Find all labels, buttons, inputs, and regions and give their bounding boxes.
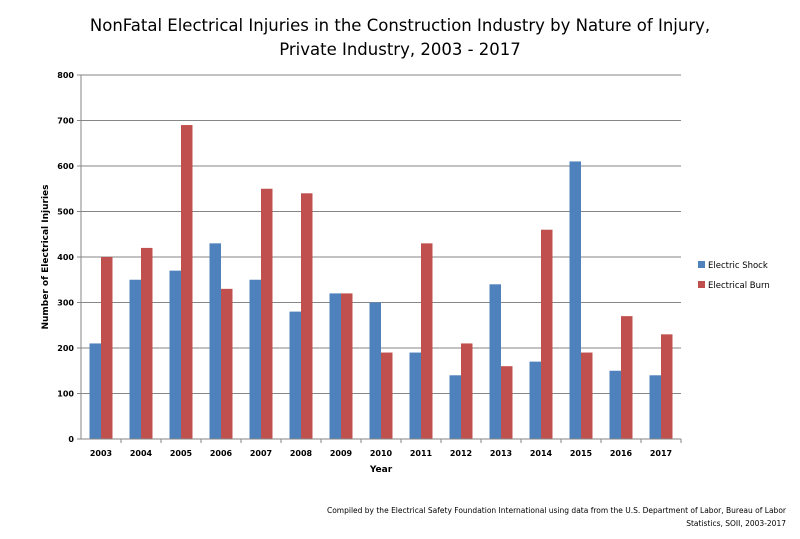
- bar-electric-shock: [649, 375, 661, 439]
- bar-electric-shock: [329, 293, 341, 439]
- bar-electrical-burn: [221, 288, 233, 439]
- x-tick-label: 2011: [410, 449, 433, 458]
- x-tick-label: 2015: [570, 449, 593, 458]
- x-tick-label: 2017: [650, 449, 672, 458]
- bar-electrical-burn: [261, 188, 273, 439]
- x-tick-label: 2004: [130, 449, 153, 458]
- source-note-line-2: Statistics, SOII, 2003-2017: [686, 519, 786, 528]
- bar-electrical-burn: [101, 257, 113, 439]
- bar-electrical-burn: [661, 334, 673, 439]
- bar-electric-shock: [609, 370, 621, 439]
- bar-electric-shock: [569, 161, 581, 439]
- x-tick-label: 2013: [490, 449, 512, 458]
- bar-electric-shock: [89, 343, 101, 439]
- bar-electrical-burn: [541, 229, 553, 439]
- y-tick-label: 200: [57, 344, 74, 353]
- bar-electrical-burn: [581, 352, 593, 439]
- bar-electric-shock: [289, 311, 301, 439]
- bar-electrical-burn: [621, 316, 633, 439]
- chart-title-line-2: Private Industry, 2003 - 2017: [279, 40, 521, 59]
- legend-label: Electrical Burn: [708, 281, 770, 291]
- bar-electric-shock: [249, 279, 261, 439]
- legend-swatch: [698, 261, 705, 268]
- bar-electrical-burn: [301, 193, 313, 439]
- y-tick-label: 400: [57, 253, 74, 262]
- y-tick-label: 500: [57, 208, 74, 217]
- bar-electric-shock: [449, 375, 461, 439]
- source-note-line-1: Compiled by the Electrical Safety Founda…: [326, 506, 786, 515]
- x-tick-label: 2009: [330, 449, 353, 458]
- x-tick-label: 2008: [290, 449, 313, 458]
- x-tick-label: 2003: [90, 449, 112, 458]
- bar-electrical-burn: [141, 247, 153, 439]
- bar-electric-shock: [169, 270, 181, 439]
- bar-electric-shock: [209, 243, 221, 439]
- y-tick-label: 0: [68, 435, 74, 444]
- legend-swatch: [698, 281, 705, 288]
- bar-electric-shock: [129, 279, 141, 439]
- bar-electric-shock: [489, 284, 501, 439]
- chart-title: NonFatal Electrical Injuries in the Cons…: [0, 14, 800, 62]
- bar-electric-shock: [409, 352, 421, 439]
- bar-electrical-burn: [181, 125, 193, 440]
- x-tick-label: 2016: [610, 449, 633, 458]
- bar-electrical-burn: [341, 293, 353, 439]
- x-axis-label: Year: [369, 465, 393, 475]
- chart-title-line-1: NonFatal Electrical Injuries in the Cons…: [89, 16, 711, 35]
- bar-electrical-burn: [381, 352, 393, 439]
- bar-electrical-burn: [501, 366, 513, 439]
- x-tick-label: 2005: [170, 449, 193, 458]
- y-axis-label: Number of Electrical Injuries: [41, 184, 51, 329]
- bars: [89, 125, 673, 440]
- y-tick-label: 600: [57, 162, 74, 171]
- bar-electric-shock: [369, 302, 381, 439]
- y-tick-label: 300: [57, 299, 74, 308]
- y-tick-label: 700: [57, 117, 74, 126]
- x-tick-label: 2010: [370, 449, 393, 458]
- bar-electrical-burn: [461, 343, 473, 439]
- source-note: Compiled by the Electrical Safety Founda…: [266, 504, 786, 530]
- x-tick-label: 2006: [210, 449, 233, 458]
- x-tick-label: 2012: [450, 449, 472, 458]
- axes: 0 100 200 300 400 500 600 700 800 2003 2004 2005 200…: [57, 71, 682, 458]
- x-tick-label: 2007: [250, 449, 272, 458]
- bar-electric-shock: [529, 361, 541, 439]
- y-tick-label: 100: [57, 390, 74, 399]
- x-tick-label: 2014: [530, 449, 553, 458]
- y-tick-label: 800: [57, 71, 74, 80]
- legend: Electric Shock Electrical Burn: [698, 261, 770, 291]
- legend-label: Electric Shock: [708, 261, 768, 271]
- bar-electrical-burn: [421, 243, 433, 439]
